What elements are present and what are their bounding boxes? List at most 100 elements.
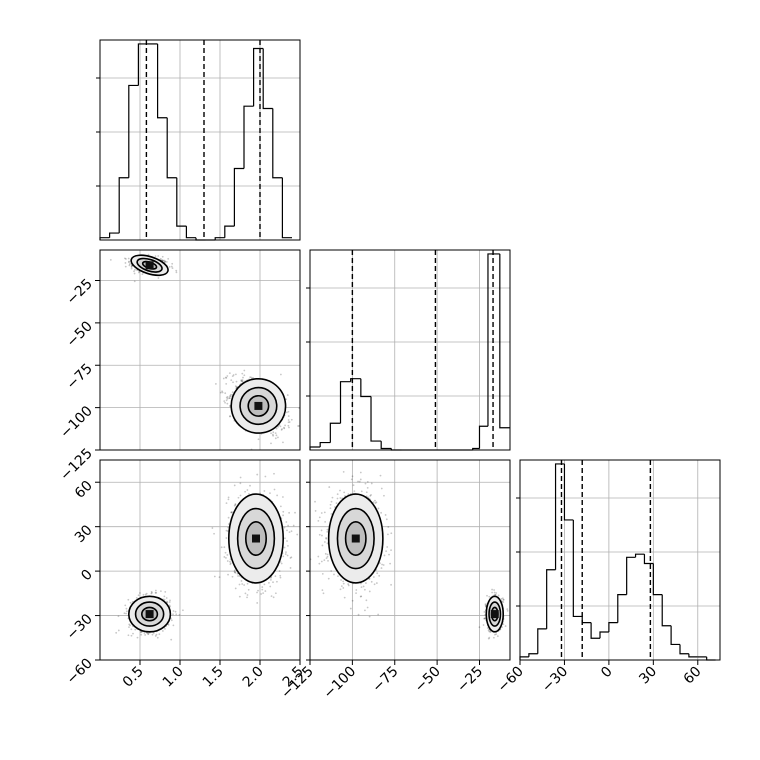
sample-point — [150, 592, 153, 595]
sample-point — [387, 526, 390, 528]
sample-point — [330, 513, 333, 515]
sample-point — [129, 624, 131, 627]
sample-point — [234, 503, 237, 506]
sample-point — [151, 633, 154, 636]
sample-point — [167, 624, 170, 626]
sample-point — [488, 630, 491, 633]
sample-point — [227, 498, 230, 501]
histogram — [99, 43, 292, 241]
sample-point — [133, 270, 135, 273]
histogram-bin — [214, 237, 225, 240]
y-tick-label: −25 — [64, 276, 96, 308]
sample-point — [243, 584, 246, 586]
sample-point — [292, 524, 295, 527]
sample-point — [249, 376, 252, 379]
sample-point — [226, 560, 229, 562]
sample-point — [270, 578, 272, 581]
sample-point — [333, 506, 336, 508]
histogram — [309, 253, 510, 451]
sample-point — [257, 438, 260, 441]
sample-point — [161, 255, 164, 258]
histogram-bin — [272, 108, 283, 179]
sample-point — [488, 595, 491, 598]
sample-point — [124, 262, 127, 264]
sample-point — [138, 271, 140, 274]
sample-point — [169, 599, 171, 602]
sample-point — [340, 585, 343, 588]
sample-point — [377, 507, 380, 510]
histogram-bin — [528, 653, 538, 657]
sample-point — [128, 626, 130, 629]
sample-point — [261, 586, 264, 588]
sample-point — [137, 594, 140, 597]
sample-point — [249, 484, 251, 487]
sample-point — [229, 394, 232, 397]
sample-point — [222, 377, 225, 380]
sample-point — [227, 526, 230, 529]
sample-point — [225, 396, 228, 399]
sample-point — [151, 591, 153, 594]
sample-point — [247, 588, 250, 591]
sample-point — [274, 575, 277, 578]
sample-point — [369, 494, 372, 497]
sample-point — [324, 552, 327, 555]
sample-point — [172, 624, 175, 627]
sample-point — [386, 546, 389, 548]
sample-point — [150, 590, 153, 593]
sample-point — [290, 530, 293, 533]
panel-frame — [309, 249, 511, 451]
sample-point — [365, 599, 368, 602]
sample-point — [234, 571, 237, 574]
sample-point — [234, 385, 237, 388]
sample-point — [229, 393, 232, 396]
sample-point — [264, 590, 267, 592]
sample-point — [323, 511, 326, 514]
sample-point — [491, 591, 494, 594]
sample-point — [363, 588, 366, 591]
sample-point — [134, 628, 137, 631]
sample-point — [321, 544, 324, 547]
sample-point — [231, 511, 234, 514]
sample-point — [125, 607, 128, 610]
sample-point — [278, 570, 281, 572]
sample-point — [326, 530, 329, 533]
sample-point — [168, 601, 171, 603]
sample-point — [232, 381, 234, 384]
sample-point — [355, 589, 358, 591]
sample-point — [225, 537, 228, 539]
sample-point — [161, 630, 164, 632]
sample-point — [256, 602, 259, 604]
y-tick-label: −75 — [64, 361, 96, 393]
y-tick-label: −30 — [64, 611, 96, 643]
sample-point — [159, 257, 162, 260]
sample-point — [370, 482, 373, 485]
histogram-bin — [370, 396, 382, 442]
sample-point — [283, 426, 285, 429]
sample-point — [250, 376, 253, 379]
sample-point — [347, 493, 350, 496]
sample-point — [260, 593, 263, 595]
sample-point — [347, 583, 350, 585]
sample-point — [321, 534, 323, 537]
sample-point — [342, 580, 345, 583]
sample-point — [225, 502, 228, 505]
sample-point — [390, 583, 392, 586]
sample-point — [328, 486, 331, 488]
x-tick-label: 0 — [598, 664, 616, 682]
sample-point — [325, 536, 328, 539]
sample-point — [170, 638, 173, 641]
sample-point — [130, 265, 133, 268]
sample-point — [242, 376, 244, 379]
sample-point — [131, 265, 133, 268]
sample-point — [281, 428, 283, 430]
sample-point — [385, 518, 388, 521]
joint-panel-0-2 — [99, 459, 301, 661]
x-tick-label: 30 — [636, 664, 660, 688]
sample-point — [277, 425, 280, 428]
sample-point — [275, 427, 278, 430]
sample-point — [486, 594, 488, 597]
sample-point — [279, 373, 282, 376]
sample-point — [285, 411, 288, 414]
sample-point — [263, 490, 266, 492]
sample-point — [133, 280, 136, 283]
